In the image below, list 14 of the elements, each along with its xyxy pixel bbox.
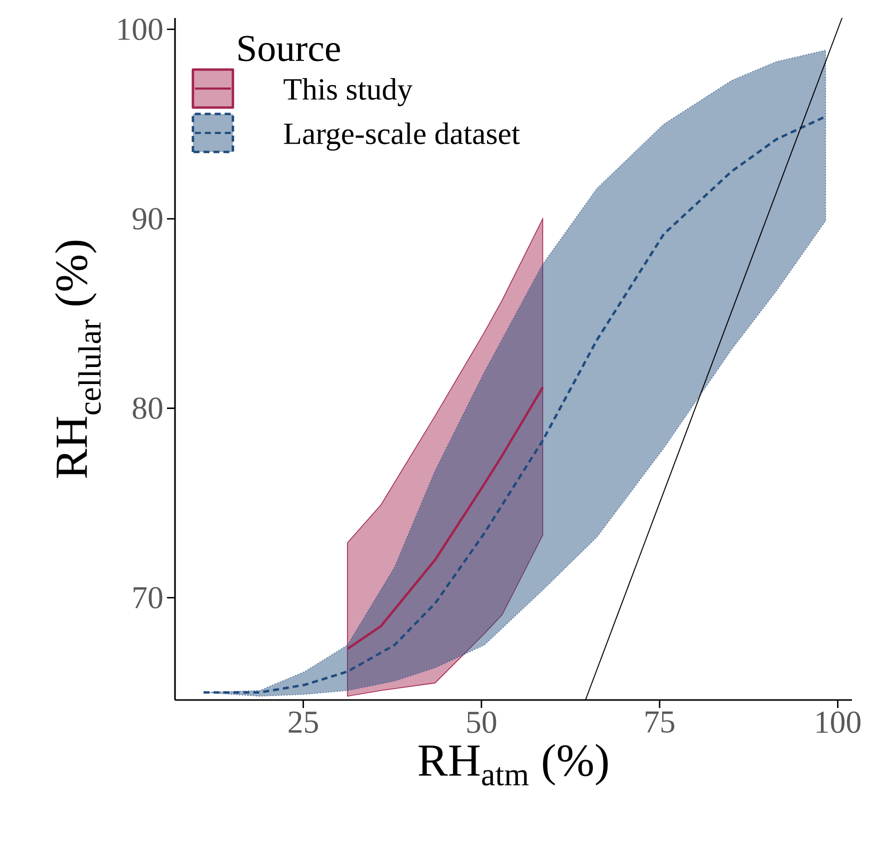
legend-label: This study	[284, 78, 413, 106]
y-axis-title: RH$_{cellular}$ (%)	[54, 240, 101, 478]
line-series	[346, 386, 544, 650]
y-tick-label: 100	[118, 18, 162, 40]
y-tick-label: 80	[132, 397, 162, 420]
x-tick-label: 25	[288, 712, 318, 733]
x-tick-label: 100	[816, 712, 860, 734]
y-tick-label: 90	[132, 208, 162, 230]
x-axis-title: RH$_{atm}$ (%)	[418, 744, 608, 786]
y-tick-label: 70	[134, 586, 162, 608]
legend-label: Large-scale dataset	[284, 122, 520, 151]
legend-title: Source	[238, 36, 340, 62]
x-tick-label: 75	[646, 712, 674, 733]
x-tick-label: 50	[467, 712, 496, 734]
